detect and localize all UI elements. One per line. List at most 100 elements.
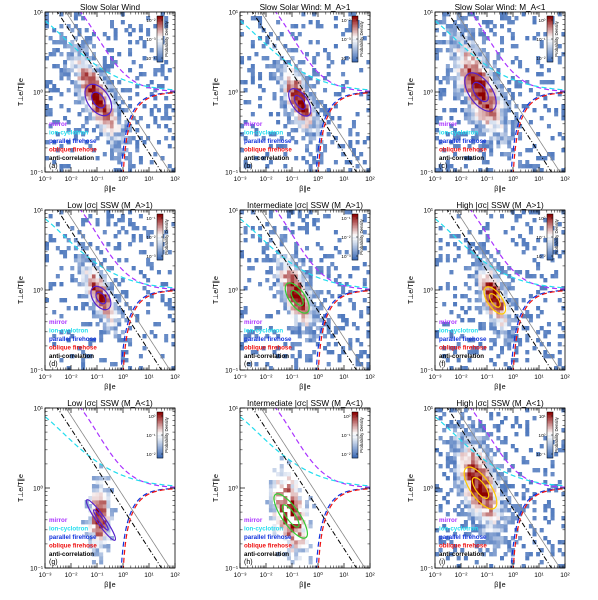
heatmap-cell — [460, 476, 464, 480]
heatmap-cell — [280, 64, 284, 68]
heatmap-cell — [533, 274, 537, 278]
heatmap-cell — [475, 48, 479, 52]
heatmap-cell — [511, 128, 515, 132]
heatmap-cell — [486, 128, 490, 132]
heatmap-cell — [139, 116, 143, 120]
heatmap-cell — [330, 350, 334, 354]
legend-entry: ion-cyclotron — [439, 328, 478, 335]
heatmap-cell — [164, 112, 168, 116]
legend-entry: anti-correlation — [439, 155, 484, 162]
heatmap-cell — [493, 136, 497, 140]
heatmap-cell — [280, 298, 284, 302]
heatmap-cell — [298, 342, 302, 346]
heatmap-cell — [496, 314, 500, 318]
heatmap-cell — [114, 108, 118, 112]
heatmap-cell — [468, 432, 472, 436]
heatmap-cell — [309, 164, 313, 168]
heatmap-cell — [460, 80, 464, 84]
heatmap-cell — [294, 314, 298, 318]
y-tick-label: 10⁰ — [228, 485, 238, 493]
heatmap-cell — [468, 80, 472, 84]
heatmap-cell — [92, 278, 96, 282]
heatmap-cell — [449, 460, 453, 464]
heatmap-cell — [298, 100, 302, 104]
heatmap-cell — [543, 350, 547, 354]
heatmap-cell — [294, 484, 298, 488]
heatmap-cell — [128, 128, 132, 132]
heatmap-cell — [496, 520, 500, 524]
heatmap-cell — [316, 242, 320, 246]
heatmap-cell — [96, 314, 100, 318]
heatmap-cell — [536, 32, 540, 36]
heatmap-cell — [518, 160, 522, 164]
heatmap-cell — [518, 84, 522, 88]
heatmap-cell — [280, 274, 284, 278]
heatmap-cell — [439, 246, 443, 250]
heatmap-cell — [287, 76, 291, 80]
legend-entry: mirror — [439, 121, 458, 128]
legend-entry: parallel firehose — [49, 138, 97, 145]
heatmap-cell — [291, 230, 295, 234]
heatmap-cell — [453, 44, 457, 48]
heatmap-cell — [482, 242, 486, 246]
heatmap-cell — [117, 144, 121, 148]
heatmap-cell — [489, 520, 493, 524]
heatmap-cell — [334, 326, 338, 330]
x-tick-label: 10⁻² — [260, 572, 274, 579]
heatmap-cell — [518, 342, 522, 346]
heatmap-cell — [312, 330, 316, 334]
heatmap-cell — [504, 124, 508, 128]
heatmap-cell — [504, 128, 508, 132]
heatmap-cell — [96, 76, 100, 80]
heatmap-cell — [305, 160, 309, 164]
heatmap-cell — [103, 124, 107, 128]
heatmap-cell — [124, 230, 128, 234]
heatmap-cell — [471, 28, 475, 32]
heatmap-cell — [298, 116, 302, 120]
heatmap-cell — [504, 338, 508, 342]
heatmap-cell — [110, 516, 114, 520]
heatmap-cell — [164, 16, 168, 20]
heatmap-cell — [341, 290, 345, 294]
heatmap-cell — [327, 120, 331, 124]
heatmap-cell — [67, 72, 71, 76]
heatmap-cell — [489, 318, 493, 322]
heatmap-cell — [103, 476, 107, 480]
heatmap-cell — [489, 92, 493, 96]
heatmap-cell — [356, 266, 360, 270]
heatmap-cell — [262, 246, 266, 250]
heatmap-cell — [486, 52, 490, 56]
heatmap-cell — [547, 108, 551, 112]
heatmap-cell — [117, 136, 121, 140]
heatmap-cell — [507, 468, 511, 472]
heatmap-cell — [298, 322, 302, 326]
heatmap-cell — [269, 32, 273, 36]
heatmap-cell — [298, 274, 302, 278]
heatmap-cell — [558, 480, 562, 484]
heatmap-cell — [164, 76, 168, 80]
panel-title: Low |σc| SSW (M_A>1) — [67, 201, 153, 210]
heatmap-cell — [85, 278, 89, 282]
heatmap-cell — [471, 452, 475, 456]
heatmap-cell — [106, 128, 110, 132]
heatmap-cell — [96, 100, 100, 104]
heatmap-cell — [453, 424, 457, 428]
heatmap-cell — [96, 156, 100, 160]
heatmap-cell — [298, 330, 302, 334]
heatmap-cell — [262, 44, 266, 48]
heatmap-cell — [301, 128, 305, 132]
heatmap-cell — [103, 258, 107, 262]
heatmap-cell — [254, 52, 258, 56]
heatmap-cell — [464, 310, 468, 314]
heatmap-cell — [525, 460, 529, 464]
heatmap-cell — [439, 116, 443, 120]
heatmap-cell — [511, 60, 515, 64]
legend-entry: anti-correlation — [244, 551, 289, 558]
heatmap-cell — [323, 214, 327, 218]
heatmap-cell — [78, 266, 82, 270]
heatmap-cell — [442, 302, 446, 306]
heatmap-cell — [457, 84, 461, 88]
heatmap-cell — [81, 254, 85, 258]
heatmap-cell — [49, 80, 53, 84]
